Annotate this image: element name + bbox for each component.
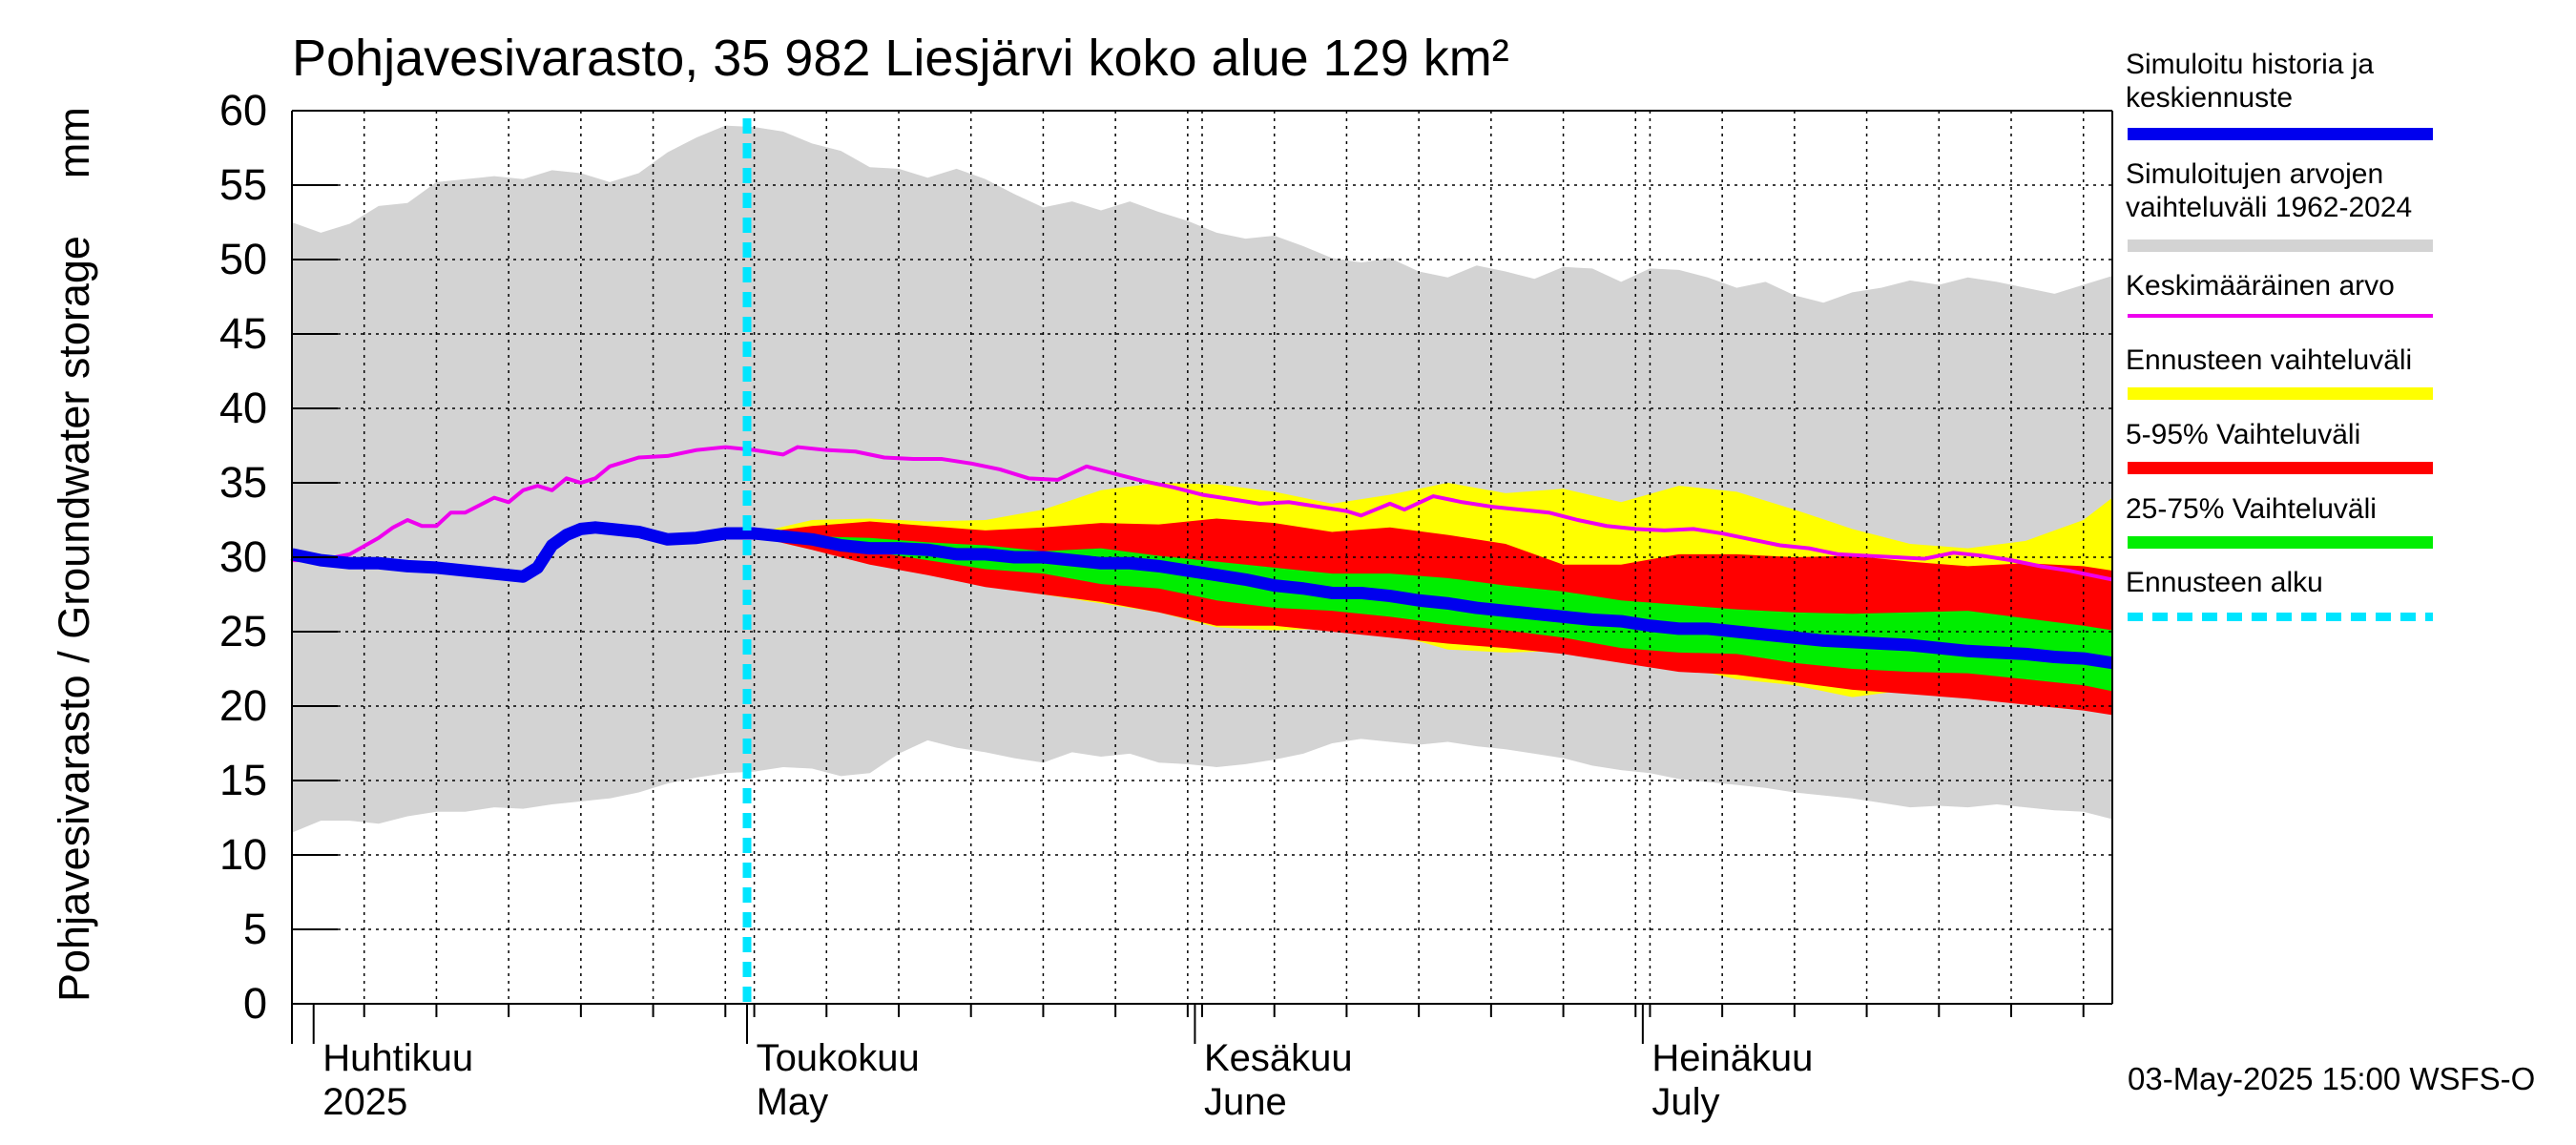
y-tick-label: 50 [219, 235, 267, 283]
y-tick-label: 5 [243, 905, 267, 953]
legend-item-p5-95: 5-95% Vaihteluväli [2126, 418, 2565, 474]
y-tick-label: 40 [219, 384, 267, 432]
month-sublabel: 2025 [322, 1081, 407, 1123]
legend-item-forecast-start: Ennusteen alku [2126, 566, 2565, 621]
legend-swatch-p5-95 [2128, 462, 2433, 474]
legend-item-range: Simuloitujen arvojen vaihteluväli 1962-2… [2126, 157, 2565, 252]
legend-label-p5-95: 5-95% Vaihteluväli [2126, 419, 2361, 450]
month-sublabel: May [757, 1081, 829, 1123]
y-tick-label: 15 [219, 756, 267, 804]
series-mean-line [292, 445, 2113, 582]
legend-swatch-range [2128, 239, 2433, 252]
legend-item-forecast-range: Ennusteen vaihteluväli [2126, 344, 2565, 400]
series-history-median-line [290, 521, 2113, 670]
y-tick-label: 30 [219, 532, 267, 581]
legend-item-history: Simuloitu historia ja keskiennuste [2126, 48, 2565, 140]
legend-swatch-mean [2128, 314, 2433, 318]
legend-swatch-forecast-start [2128, 613, 2433, 621]
month-label: Toukokuu [757, 1037, 920, 1079]
chart-gridlines [292, 111, 2112, 1004]
y-tick-label: 35 [219, 458, 267, 507]
y-axis-unit: mm [50, 107, 98, 179]
legend-label-p25-75: 25-75% Vaihteluväli [2126, 493, 2377, 525]
legend-swatch-forecast-range [2128, 387, 2433, 400]
y-tick-label: 60 [219, 86, 267, 135]
y-axis-label: Pohjavesivarasto / Groundwater storage mm [50, 107, 99, 1002]
y-tick-label: 10 [219, 830, 267, 879]
month-label: Heinäkuu [1652, 1037, 1813, 1079]
legend-label-history: Simuloitu historia ja keskiennuste [2126, 49, 2375, 114]
y-tick-label: 45 [219, 309, 267, 358]
month-sublabel: June [1204, 1081, 1287, 1123]
month-label: Huhtikuu [322, 1037, 473, 1079]
legend-item-mean: Keskimääräinen arvo [2126, 269, 2565, 318]
legend-label-forecast-range: Ennusteen vaihteluväli [2126, 344, 2413, 376]
y-tick-label: 20 [219, 681, 267, 730]
band-p25-75 [754, 533, 2112, 692]
month-sublabel: July [1652, 1081, 1719, 1123]
chart-axes: 051015202530354045505560Huhtikuu2025Touk… [219, 86, 2113, 1123]
y-tick-label: 0 [243, 979, 267, 1028]
y-axis-title: Pohjavesivarasto / Groundwater storage [50, 236, 98, 1002]
legend-swatch-history [2128, 128, 2433, 140]
chart-title: Pohjavesivarasto, 35 982 Liesjärvi koko … [292, 30, 1509, 87]
y-tick-label: 55 [219, 160, 267, 209]
footer-timestamp: 03-May-2025 15:00 WSFS-O [2128, 1061, 2536, 1096]
chart-lines [290, 118, 2113, 1004]
y-tick-label: 25 [219, 607, 267, 656]
legend-item-p25-75: 25-75% Vaihteluväli [2126, 492, 2565, 549]
legend-label-range: Simuloitujen arvojen vaihteluväli 1962-2… [2126, 158, 2413, 223]
legend-label-forecast-start: Ennusteen alku [2126, 567, 2323, 598]
legend-swatch-p25-75 [2128, 536, 2433, 549]
month-label: Kesäkuu [1204, 1037, 1353, 1079]
legend-label-mean: Keskimääräinen arvo [2126, 270, 2395, 302]
